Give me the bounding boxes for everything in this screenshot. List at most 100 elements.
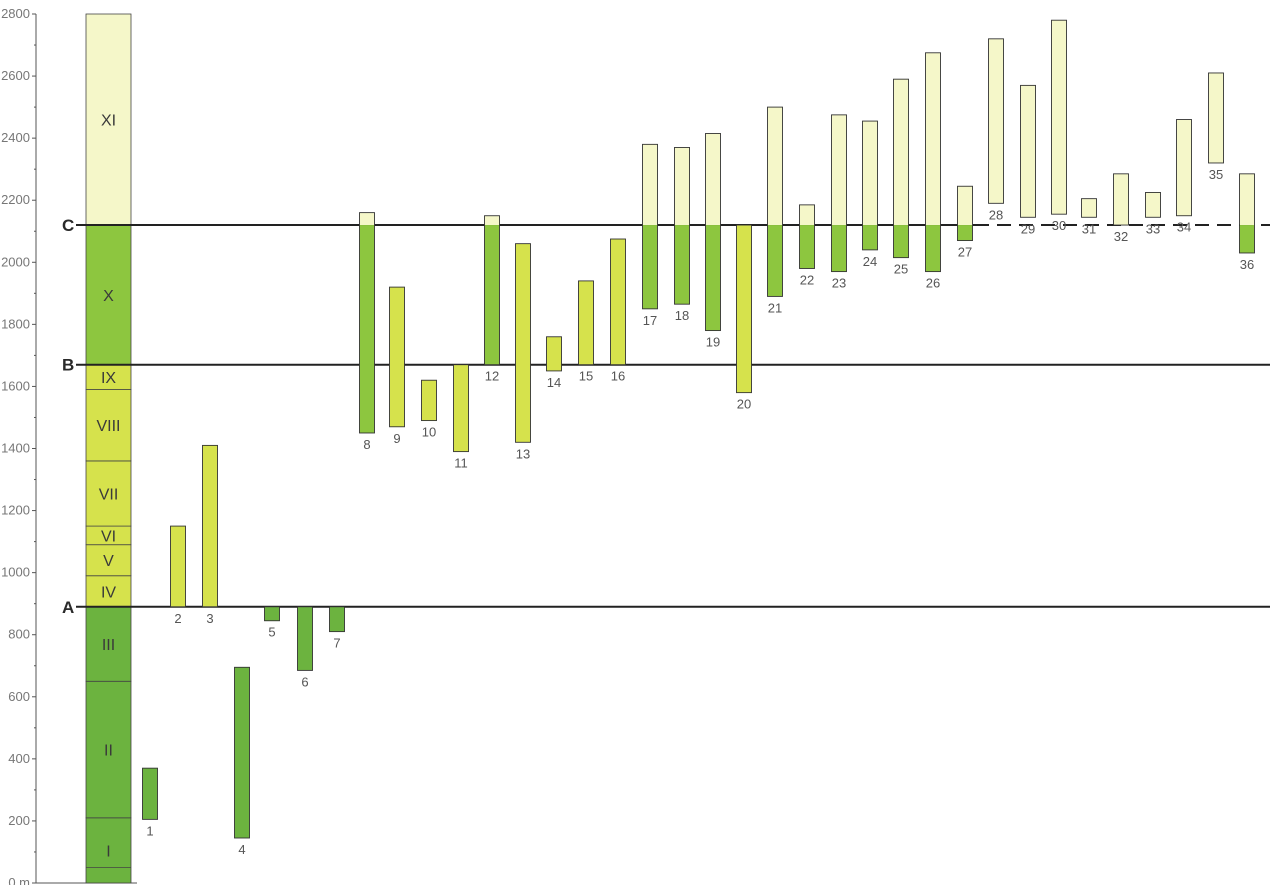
bar-label: 2: [174, 611, 181, 626]
bar-35: [1208, 72, 1224, 164]
bar-label: 32: [1114, 229, 1128, 244]
bar-label: 26: [926, 276, 940, 291]
bar-25-outline: [893, 78, 909, 259]
bar-21-outline: [767, 106, 783, 297]
bar-25-lower: [893, 225, 909, 258]
y-tick-label: 1800: [1, 316, 30, 331]
bar-27-upper: [957, 186, 973, 226]
bar-23-outline: [831, 114, 847, 273]
bar-22-upper: [799, 204, 815, 226]
bar-21-lower: [767, 225, 783, 297]
bar-label: 10: [422, 425, 436, 440]
bar-label: 28: [989, 207, 1003, 222]
zone-label: VIII: [96, 418, 120, 435]
zone-label: XI: [101, 113, 116, 130]
bar-22-lower: [799, 225, 815, 269]
zone-label: II: [104, 743, 113, 760]
zone-segment: [85, 575, 132, 608]
bar-label: 3: [206, 611, 213, 626]
y-tick-label: 1600: [1, 378, 30, 393]
bar-6: [297, 606, 313, 671]
zone-label: V: [103, 553, 114, 570]
reference-line-label: A: [62, 598, 74, 617]
bar-label: 27: [958, 245, 972, 260]
bar-12-upper: [484, 215, 500, 226]
bar-8-upper: [359, 212, 375, 226]
bar-22-outline: [799, 204, 815, 269]
bar-29: [1020, 84, 1036, 218]
bar-36-upper: [1239, 173, 1255, 226]
bar-4: [234, 666, 250, 839]
bar-label: 35: [1209, 167, 1223, 182]
bar-14: [546, 336, 562, 372]
bar-label: 9: [393, 431, 400, 446]
bar-24-lower: [862, 225, 878, 250]
bar-label: 14: [547, 375, 561, 390]
y-tick-label: 0 m: [8, 875, 30, 885]
bar-label: 18: [675, 308, 689, 323]
bar-label: 29: [1021, 221, 1035, 236]
bar-label: 15: [579, 369, 593, 384]
bar-label: 31: [1082, 221, 1096, 236]
bar-18-lower: [674, 225, 690, 305]
zone-label: I: [106, 843, 110, 860]
zone-segment: [85, 389, 132, 462]
bar-11: [453, 364, 469, 453]
bar-label: 34: [1177, 220, 1191, 235]
y-tick-label: 1000: [1, 565, 30, 580]
bar-25-upper: [893, 79, 909, 226]
bar-26-lower: [925, 225, 941, 272]
y-tick-label: 2000: [1, 254, 30, 269]
bar-9: [389, 286, 405, 428]
bar-8-outline: [359, 212, 375, 434]
bar-label: 1: [146, 823, 153, 838]
bar-30: [1051, 19, 1067, 215]
bar-13: [515, 243, 531, 443]
bar-1: [142, 767, 158, 820]
bar-label: 7: [333, 636, 340, 651]
bar-20: [736, 224, 752, 394]
y-tick-label: 1400: [1, 441, 30, 456]
bar-36-outline: [1239, 173, 1255, 254]
bar-17-outline: [642, 143, 658, 310]
bar-19-lower: [705, 225, 721, 331]
bar-label: 24: [863, 254, 877, 269]
bar-label: 11: [454, 456, 468, 471]
bar-10: [421, 379, 437, 422]
bar-28: [988, 38, 1004, 204]
bar-label: 16: [611, 369, 625, 384]
reference-line-label: B: [62, 356, 74, 375]
bar-16: [610, 238, 626, 366]
bar-19-upper: [705, 133, 721, 226]
bar-2: [170, 525, 186, 608]
zone-label: III: [102, 637, 115, 654]
bar-15: [578, 280, 594, 366]
bar-17-upper: [642, 144, 658, 226]
bar-label: 13: [516, 446, 530, 461]
bar-32: [1113, 173, 1129, 226]
zone-label: VII: [99, 487, 119, 504]
bar-26-outline: [925, 52, 941, 273]
zone-label: IX: [101, 370, 116, 387]
reference-line-label: C: [62, 216, 74, 235]
bar-label: 5: [268, 625, 275, 640]
bar-label: 4: [238, 842, 245, 857]
bar-label: 25: [894, 262, 908, 277]
y-tick-label: 2800: [1, 6, 30, 21]
bar-label: 22: [800, 272, 814, 287]
bar-label: 20: [737, 397, 751, 412]
bar-27-outline: [957, 185, 973, 242]
bar-label: 21: [768, 300, 782, 315]
y-tick-label: 2600: [1, 68, 30, 83]
bar-18-outline: [674, 147, 690, 305]
bar-label: 30: [1052, 218, 1066, 233]
zone-label: IV: [101, 584, 116, 601]
y-tick-label: 800: [8, 627, 30, 642]
y-tick-label: 600: [8, 689, 30, 704]
zone-segment: [85, 13, 132, 226]
zone-label: X: [103, 288, 114, 305]
zone-segment: [85, 817, 132, 884]
zone-segment: [85, 224, 132, 366]
bar-label: 8: [363, 437, 370, 452]
zone-label: VI: [101, 528, 116, 545]
